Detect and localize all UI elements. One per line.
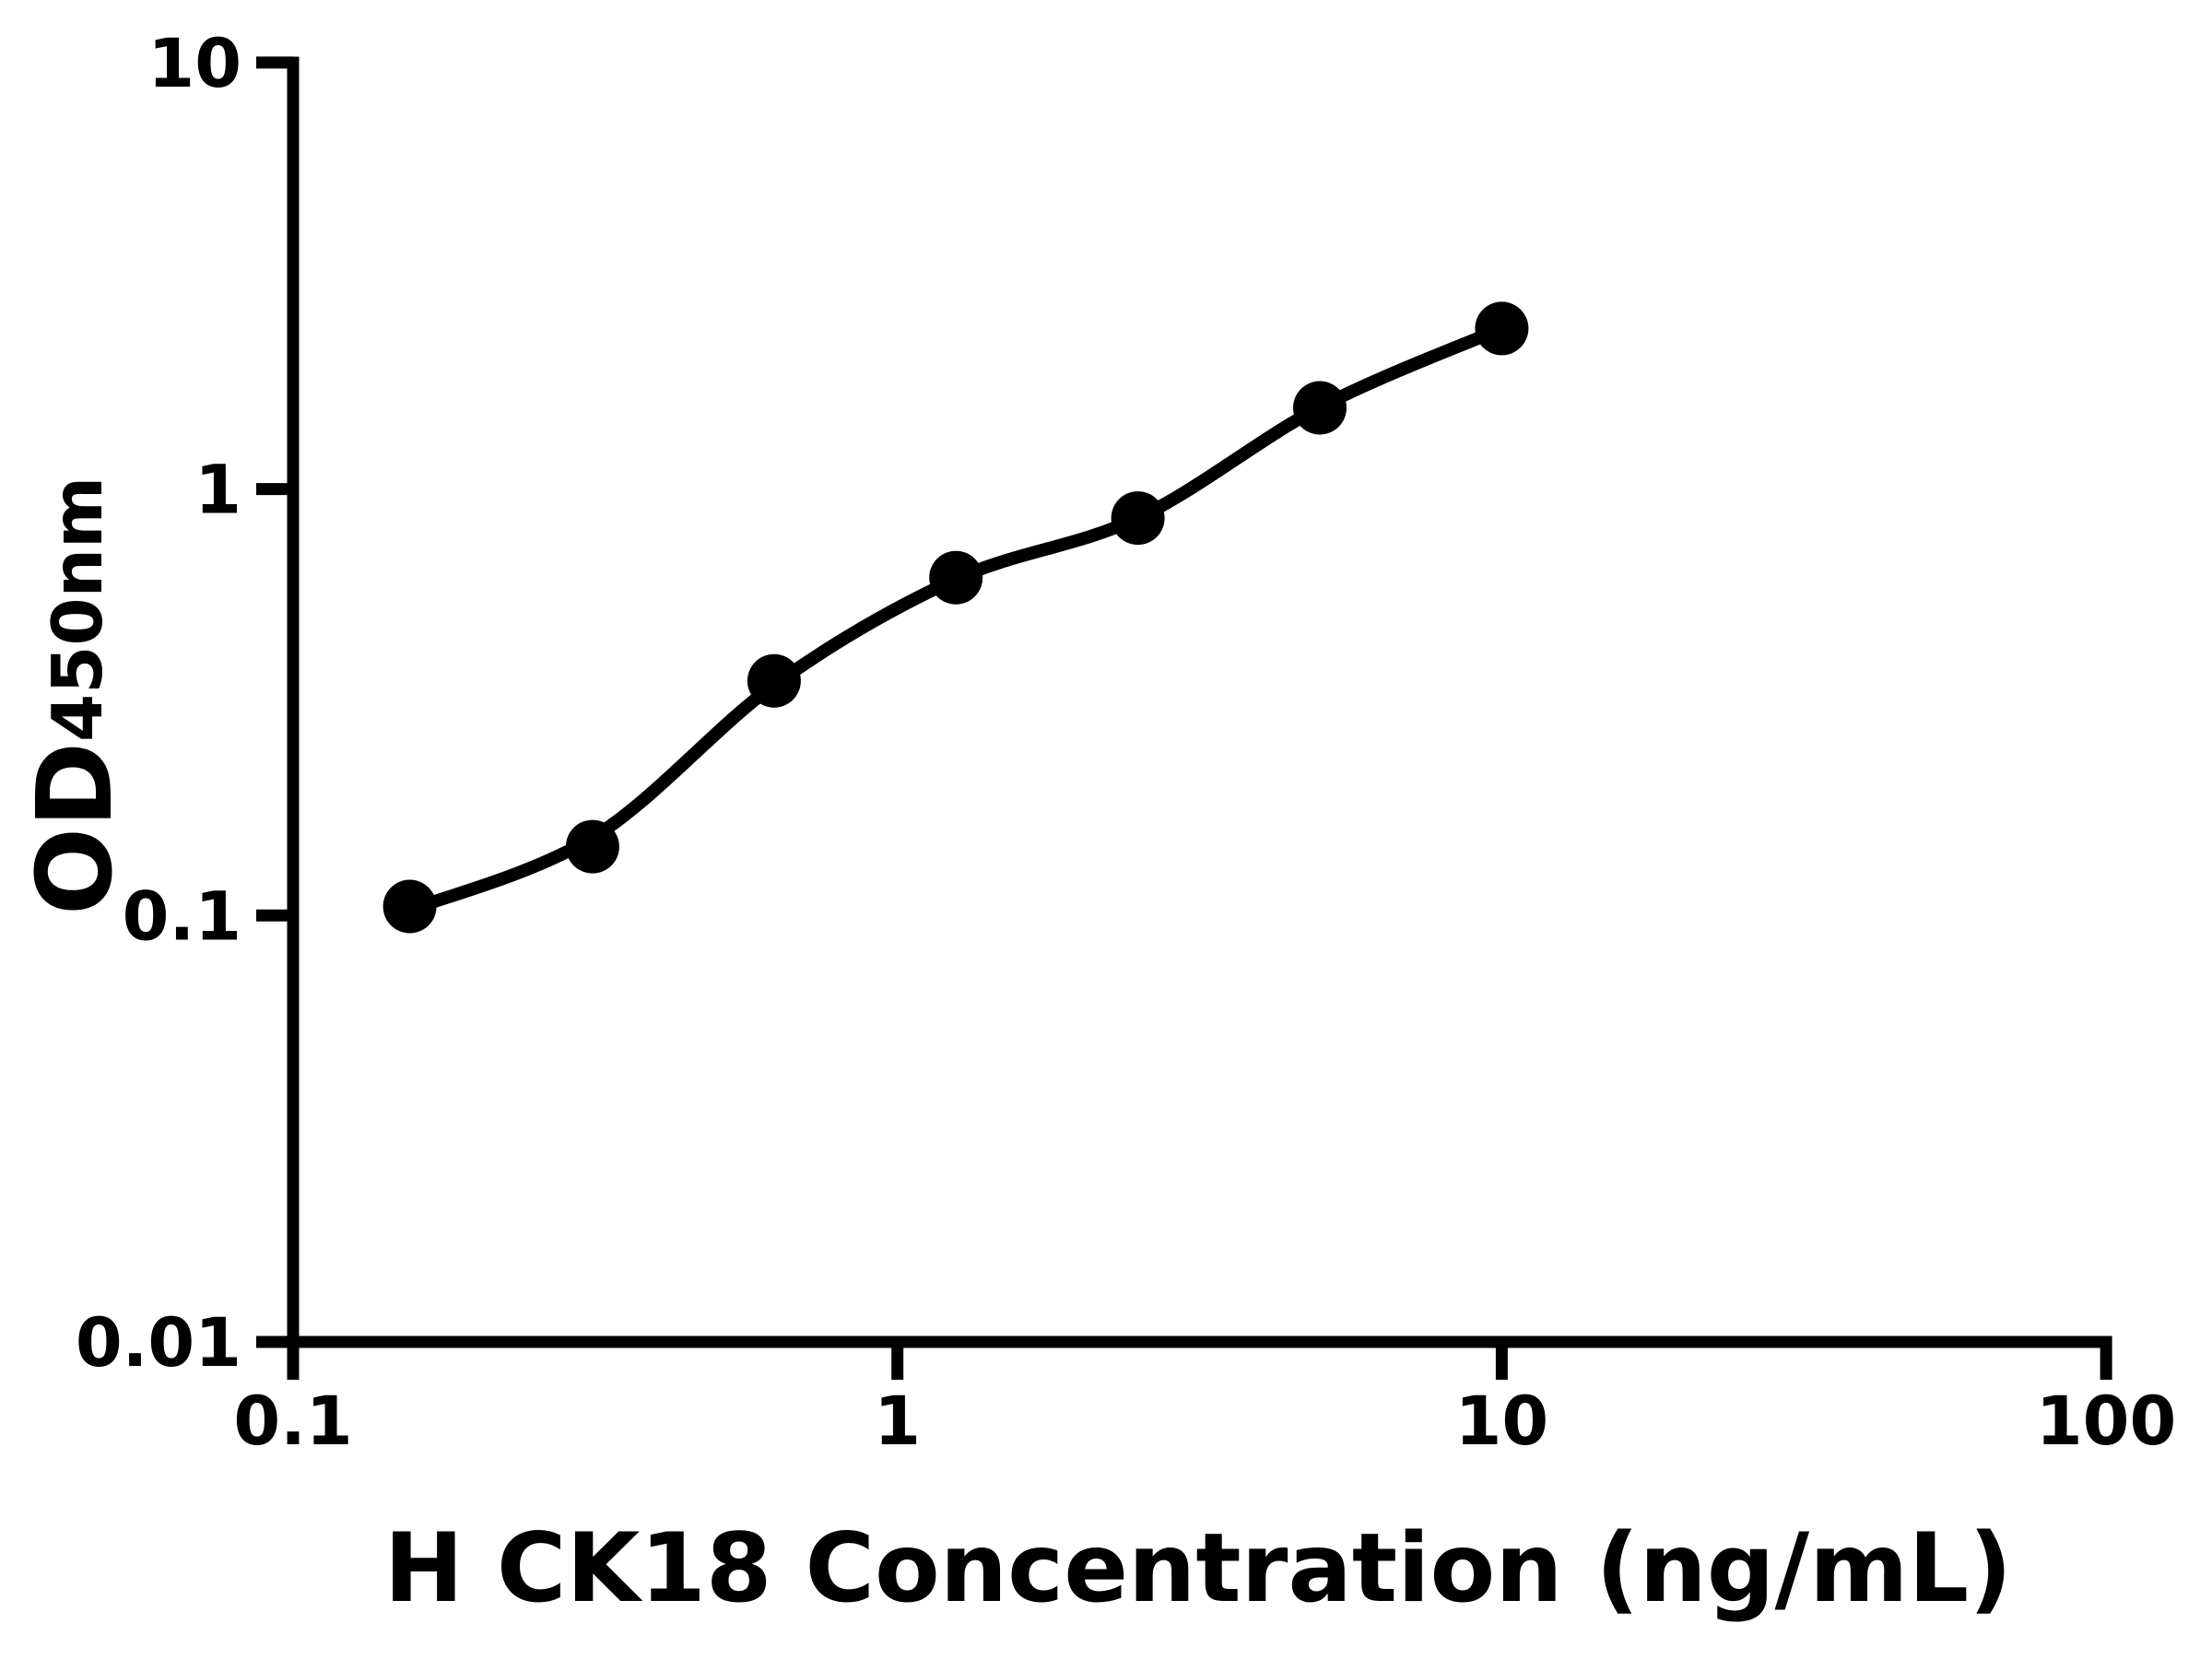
x-axis-ticks: 0.1 1 10 100 [233, 1336, 2176, 1461]
x-tick-label: 100 [2036, 1382, 2176, 1461]
y-axis-title-subscript: 450nm [37, 477, 118, 742]
x-tick-label: 0.1 [233, 1382, 352, 1461]
data-point [1475, 301, 1529, 356]
y-tick-label: 0.1 [123, 877, 241, 956]
data-points [382, 301, 1529, 934]
y-tick-label: 10 [147, 25, 241, 103]
data-point [929, 550, 983, 605]
x-axis-title: H CK18 Concentration (ng/mL) [384, 1513, 2012, 1624]
x-tick-label: 10 [1455, 1382, 1549, 1461]
data-point [747, 653, 801, 708]
data-point [1293, 381, 1347, 435]
data-point [565, 819, 619, 874]
data-point [1111, 491, 1165, 546]
y-axis-title-main: OD [16, 742, 135, 915]
x-tick-label: 1 [874, 1382, 921, 1461]
y-tick-label: 1 [194, 452, 241, 530]
axes [287, 56, 2112, 1348]
y-tick-label: 0.01 [76, 1304, 241, 1382]
y-axis-title: OD450nm [16, 477, 135, 915]
y-axis-ticks: 10 1 0.1 0.01 [76, 25, 293, 1382]
data-point [382, 879, 437, 934]
